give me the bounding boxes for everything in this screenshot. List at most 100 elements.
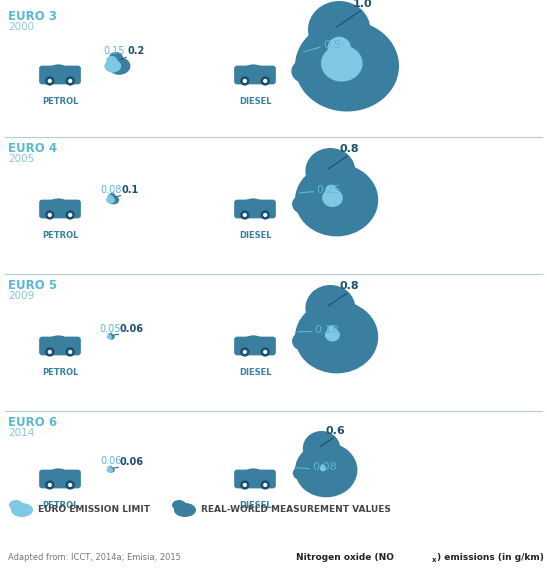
Text: PETROL: PETROL bbox=[42, 231, 78, 240]
Ellipse shape bbox=[308, 1, 370, 58]
Text: EURO 4: EURO 4 bbox=[8, 142, 57, 155]
Text: 2014: 2014 bbox=[8, 428, 34, 438]
Ellipse shape bbox=[244, 198, 263, 209]
Text: 0.15: 0.15 bbox=[104, 46, 125, 57]
Circle shape bbox=[66, 347, 75, 356]
Ellipse shape bbox=[172, 500, 186, 510]
Text: 0.05: 0.05 bbox=[100, 324, 121, 334]
Ellipse shape bbox=[328, 37, 351, 59]
Circle shape bbox=[66, 480, 75, 490]
Ellipse shape bbox=[327, 325, 336, 333]
Circle shape bbox=[263, 79, 267, 83]
Text: 2009: 2009 bbox=[8, 291, 34, 301]
Ellipse shape bbox=[244, 335, 263, 345]
Text: DIESEL: DIESEL bbox=[238, 97, 271, 106]
Ellipse shape bbox=[292, 332, 313, 351]
Text: 0.08: 0.08 bbox=[101, 185, 122, 195]
Ellipse shape bbox=[108, 466, 113, 470]
Ellipse shape bbox=[104, 59, 121, 73]
FancyBboxPatch shape bbox=[234, 470, 276, 488]
Text: 0.06: 0.06 bbox=[100, 456, 121, 466]
Ellipse shape bbox=[108, 333, 113, 336]
Ellipse shape bbox=[295, 21, 399, 112]
Ellipse shape bbox=[303, 431, 340, 465]
Text: 0.1: 0.1 bbox=[121, 185, 139, 195]
Ellipse shape bbox=[49, 65, 68, 74]
Ellipse shape bbox=[107, 335, 112, 339]
Circle shape bbox=[263, 213, 267, 217]
Ellipse shape bbox=[295, 443, 357, 497]
Text: REAL-WORLD MEASUREMENT VALUES: REAL-WORLD MEASUREMENT VALUES bbox=[201, 506, 391, 514]
Text: DIESEL: DIESEL bbox=[238, 368, 271, 377]
Circle shape bbox=[48, 350, 52, 354]
Ellipse shape bbox=[292, 59, 317, 83]
Circle shape bbox=[68, 213, 72, 217]
Circle shape bbox=[45, 347, 55, 356]
Circle shape bbox=[260, 210, 270, 220]
Text: PETROL: PETROL bbox=[42, 501, 78, 510]
Circle shape bbox=[45, 210, 55, 220]
Ellipse shape bbox=[108, 196, 119, 204]
Ellipse shape bbox=[325, 328, 340, 341]
Circle shape bbox=[243, 213, 247, 217]
Ellipse shape bbox=[106, 56, 117, 64]
Text: 0.18: 0.18 bbox=[315, 324, 340, 335]
Ellipse shape bbox=[9, 500, 23, 510]
Ellipse shape bbox=[108, 335, 115, 340]
Circle shape bbox=[68, 79, 72, 83]
Text: EURO EMISSION LIMIT: EURO EMISSION LIMIT bbox=[38, 506, 150, 514]
Ellipse shape bbox=[244, 65, 263, 74]
FancyBboxPatch shape bbox=[39, 470, 81, 488]
Text: PETROL: PETROL bbox=[42, 97, 78, 106]
FancyBboxPatch shape bbox=[234, 337, 276, 355]
Text: 0.2: 0.2 bbox=[127, 46, 144, 57]
Text: DIESEL: DIESEL bbox=[238, 231, 271, 240]
Circle shape bbox=[260, 76, 270, 86]
Circle shape bbox=[260, 480, 270, 490]
Text: 2000: 2000 bbox=[8, 22, 34, 32]
Text: 0.06: 0.06 bbox=[119, 457, 143, 467]
Circle shape bbox=[68, 483, 72, 487]
Circle shape bbox=[45, 76, 55, 86]
FancyBboxPatch shape bbox=[234, 200, 276, 219]
Ellipse shape bbox=[293, 466, 309, 480]
Text: 2005: 2005 bbox=[8, 154, 34, 164]
Text: 0.8: 0.8 bbox=[339, 281, 359, 291]
Ellipse shape bbox=[106, 196, 115, 204]
Ellipse shape bbox=[109, 52, 123, 64]
Circle shape bbox=[68, 350, 72, 354]
Ellipse shape bbox=[295, 164, 378, 236]
Ellipse shape bbox=[49, 335, 68, 345]
Ellipse shape bbox=[49, 198, 68, 209]
Ellipse shape bbox=[305, 285, 356, 331]
Circle shape bbox=[240, 347, 249, 356]
Circle shape bbox=[240, 210, 249, 220]
Ellipse shape bbox=[295, 301, 378, 374]
Ellipse shape bbox=[49, 468, 68, 479]
Circle shape bbox=[66, 210, 75, 220]
FancyBboxPatch shape bbox=[39, 200, 81, 219]
Ellipse shape bbox=[107, 466, 112, 469]
Ellipse shape bbox=[322, 189, 343, 207]
Circle shape bbox=[48, 483, 52, 487]
Text: 0.8: 0.8 bbox=[339, 144, 359, 154]
Circle shape bbox=[45, 480, 55, 490]
Ellipse shape bbox=[325, 185, 337, 196]
Ellipse shape bbox=[107, 333, 111, 336]
Ellipse shape bbox=[108, 193, 115, 199]
FancyBboxPatch shape bbox=[39, 66, 81, 85]
Circle shape bbox=[48, 213, 52, 217]
Text: DIESEL: DIESEL bbox=[238, 501, 271, 510]
Ellipse shape bbox=[174, 503, 196, 517]
Ellipse shape bbox=[108, 467, 115, 472]
Ellipse shape bbox=[320, 466, 327, 471]
Text: 0.06: 0.06 bbox=[119, 324, 143, 334]
Circle shape bbox=[66, 76, 75, 86]
Text: ) emissions (in g/km): ) emissions (in g/km) bbox=[437, 554, 544, 562]
Text: EURO 6: EURO 6 bbox=[8, 416, 57, 429]
Text: Nitrogen oxide (NO: Nitrogen oxide (NO bbox=[296, 554, 394, 562]
Ellipse shape bbox=[108, 57, 130, 75]
Circle shape bbox=[240, 76, 249, 86]
Ellipse shape bbox=[292, 195, 313, 213]
Text: PETROL: PETROL bbox=[42, 368, 78, 377]
